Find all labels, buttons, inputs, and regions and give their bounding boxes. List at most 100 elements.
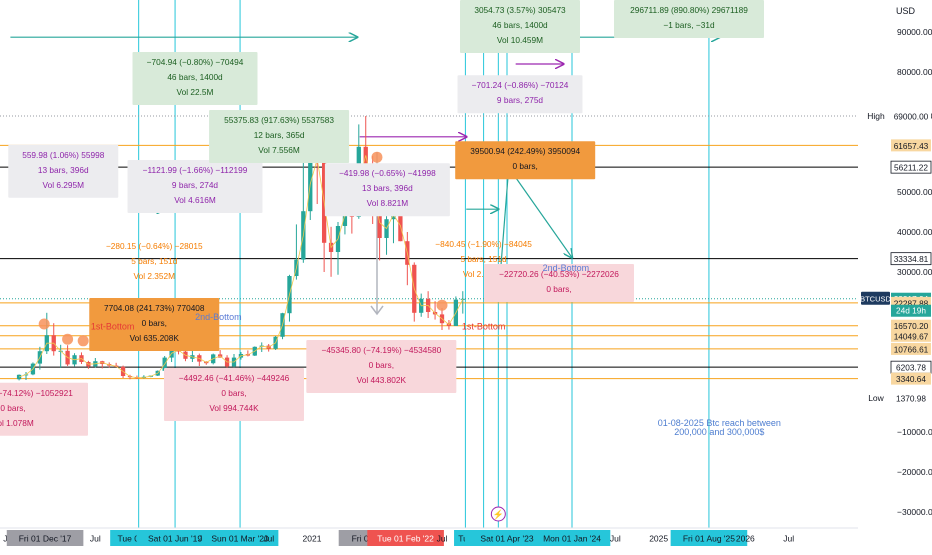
measure-box-text: −840.45 (−1.90%) −84045 [435,239,532,249]
projection-arrow [508,167,572,258]
measure-box-text: 3054.73 (3.57%) 305473 [474,5,566,15]
price-line-badge [891,139,931,152]
measure-box [614,0,764,38]
symbol-badge-text: BTCUSD [860,295,891,304]
measure-box [484,264,634,302]
measure-box-text: −22720.26 (−40.53%) −2272026 [499,269,619,279]
time-tick-label: Jul [610,534,621,544]
time-tick-highlight [533,530,611,546]
measure-box-text: −704.94 (−0.80%) −70494 [147,57,244,67]
measure-box-text: 5 bars, 151d [461,254,508,264]
time-tick-label: 2026 [736,534,755,544]
price-line-badge [890,252,932,266]
price-line-badge-text: 22287.88 [894,298,929,308]
measure-box-text: 55375.83 (917.63%) 5537583 [224,115,334,125]
measure-box [324,163,450,217]
price-line-badge [891,329,931,342]
measure-box-text: 0 bars, [0,403,25,413]
chart-annotation: 01-08-2025 Btc reach between [658,418,781,428]
measure-box-text: 0 bars, [369,360,394,370]
time-tick-highlight [136,530,214,546]
price-line-badge-text: 56211.22 [894,163,928,173]
time-tick-label: 2025 [649,534,668,544]
chart-annotation: 2nd-Bottom [543,263,590,273]
measure-box [89,298,220,351]
chart-annotation: 1st-Bottom [462,322,506,332]
price-line-badge-text: 3340.64 [896,374,926,384]
time-tick-highlight [367,530,444,546]
plot-background [0,0,858,528]
measure-box-text: −1121.99 (−1.66%) −112199 [143,165,248,175]
chart-annotation: 1st-Bottom [91,322,135,332]
extreme-marker-label: Low [868,393,884,403]
measure-box-text: 46 bars, 1400d [167,72,223,82]
measure-box-text: Vol 994.744K [209,403,259,413]
lightning-icon-glyph: ⚡ [493,509,504,521]
chart-annotation: 200,000 and 300,000$ [674,427,764,437]
price-tick-label: −30000.00 [897,507,932,517]
cycle-dot [38,318,50,330]
cycle-dot [371,151,383,163]
measure-box-text: Vol 635.208K [130,333,180,343]
measure-box [164,368,304,421]
price-line-badge [891,342,931,355]
measure-box-text: 0 bars, [513,161,538,171]
measure-box-text: 5 bars, 151d [131,256,178,266]
extreme-marker-badge-text: 69000.00 [894,112,929,122]
extreme-marker-label: High [867,111,885,121]
price-line-badge-text: 6203.78 [896,363,926,373]
lightning-icon [490,506,506,522]
time-tick-highlight [468,530,546,546]
measure-box [8,144,119,198]
measure-box-text: Vol 4.616M [174,195,216,205]
time-tick-label: Jul [437,534,448,544]
time-tick-label: Jul [783,534,794,544]
annotations-layer: 1st-Bottom 2nd-Bottom 1st-Bottom 2nd-Bottom… [91,263,781,437]
chart-annotation: 2nd-Bottom [195,312,242,322]
time-tick-label: Fri 01 Aug '25 [683,534,735,544]
price-tick-label: −10000.00 [897,427,932,437]
measure-box [455,141,596,180]
countdown-badge [891,304,931,317]
cycle-dot [62,333,74,345]
time-tick-label: Sun 01 Mar '20 [211,534,269,544]
cycle-dot [77,335,89,347]
measure-box [460,0,580,53]
time-tick-label: Sat 01 Apr '23 [480,534,533,544]
price-line-badge-text: 61657.43 [894,141,929,151]
measure-box-text: −419.98 (−0.65%) −41998 [339,168,436,178]
measure-box [209,110,350,163]
symbol-badge [861,291,890,305]
measure-box-text: 0 bars, [142,318,167,328]
measure-box-text: Vol 443.802K [357,375,407,385]
measure-boxes-layer: −10529.21 (−74.12%) −1052921 0 bars, Vol 1… [0,0,764,436]
extreme-marker-badge [891,392,931,404]
price-tick-label: 90000.00 [897,27,932,37]
measure-box-text: 9 bars, 274d [172,180,219,190]
currency-label: USD [896,6,916,16]
price-line-badge-text: 33334.81 [894,254,929,264]
time-tick-highlight [670,530,748,546]
price-axis[interactable]: USD −30000.00 −20000.00 −10000.00 30000.00 40… [858,0,932,550]
measure-box-text: Vol 1.078M [0,418,34,428]
measure-box [306,340,457,393]
price-line-badge [890,160,932,174]
drop-arrow-head [370,305,384,316]
measure-box-text: 46 bars, 1400d [492,20,548,30]
measure-box-text: 0 bars, [221,388,246,398]
time-tick-label: 2021 [303,534,322,544]
price-tick-label: −20000.00 [897,467,932,477]
price-axis-background [858,0,932,550]
price-line-badge-text: 10766.61 [894,344,929,354]
time-tick-label: Jul [90,534,101,544]
measure-box-text: −280.15 (−0.64%) −28015 [106,241,203,251]
cycle-dot [436,299,448,311]
price-line-badge-text: 16570.20 [894,321,929,331]
price-line-badge-text: 14049.67 [894,331,929,341]
moving-average-line [18,155,464,379]
countdown-badge-text: 24d 19h [896,306,926,316]
time-tick-label: Tue 01 Feb '22 [377,534,434,544]
